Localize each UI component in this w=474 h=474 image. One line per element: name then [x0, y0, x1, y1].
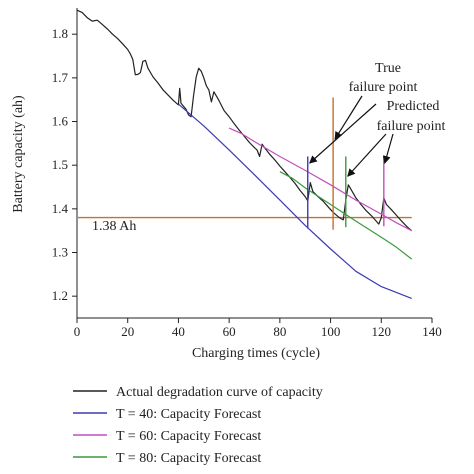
series-line-1 [76, 9, 413, 232]
annotation-arrow-1 [334, 95, 363, 140]
annotations: True failure point Predicted failure poi… [92, 61, 446, 234]
legend-label-3: T = 60: Capacity Forecast [116, 429, 261, 444]
y-tick-label: 1.6 [52, 114, 69, 129]
y-axis-label: Battery capacity (ah) [11, 95, 26, 213]
x-tick-label: 0 [74, 324, 81, 339]
x-axis-label: Charging times (cycle) [192, 346, 320, 361]
threshold-label: 1.38 Ah [92, 219, 136, 234]
y-tick-label: 1.2 [52, 288, 68, 303]
y-tick-label: 1.8 [52, 26, 68, 41]
y-tick-label: 1.3 [52, 245, 68, 260]
legend-label-2: T = 40: Capacity Forecast [116, 407, 261, 422]
x-tick-label: 80 [273, 324, 286, 339]
axis-labels: Charging times (cycle) Battery capacity … [11, 95, 320, 361]
annotation-arrow-4 [382, 133, 394, 164]
series-line-3 [228, 127, 412, 232]
annotation-true-failure-line1: True [375, 61, 401, 76]
y-tick-label: 1.5 [52, 157, 68, 172]
y-tick-label: 1.4 [52, 201, 69, 216]
x-tick-label: 100 [321, 324, 341, 339]
x-tick-label: 140 [422, 324, 442, 339]
annotation-predicted-failure-line1: Predicted [387, 99, 440, 114]
x-tick-label: 40 [172, 324, 185, 339]
legend-label-4: T = 80: Capacity Forecast [116, 451, 261, 466]
annotation-arrow-2 [309, 103, 377, 164]
legend-label-1: Actual degradation curve of capacity [116, 385, 323, 400]
plot-area [76, 9, 413, 299]
x-tick-label: 20 [121, 324, 134, 339]
x-tick-label: 120 [372, 324, 392, 339]
annotation-arrow-3 [347, 133, 387, 177]
legend: Actual degradation curve of capacity T = … [73, 385, 323, 466]
x-tick-label: 60 [223, 324, 236, 339]
annotation-true-failure-line2: failure point [349, 80, 418, 95]
axes: 0 20 40 60 80 100 120 140 1.2 1.3 1.4 1.5 1.6 1.7 1.8 [52, 8, 442, 339]
annotation-predicted-failure-line2: failure point [377, 119, 446, 134]
series-line-4 [279, 171, 413, 260]
y-tick-label: 1.7 [52, 70, 69, 85]
series-line-2 [178, 103, 412, 299]
